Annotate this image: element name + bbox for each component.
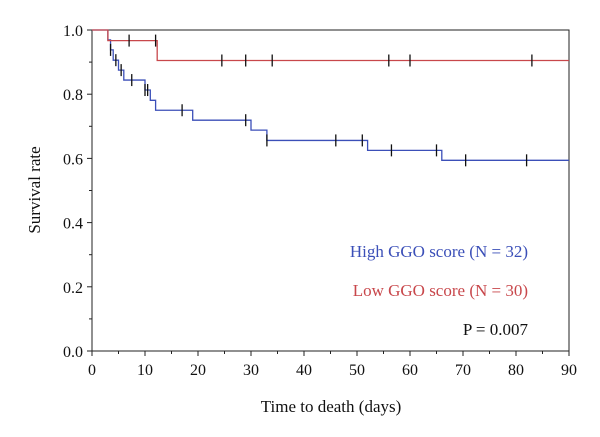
p-value-annotation: P = 0.007 bbox=[463, 320, 529, 339]
y-tick-label: 0.4 bbox=[63, 216, 83, 233]
x-tick-label: 40 bbox=[296, 362, 312, 379]
y-axis-label: Survival rate bbox=[25, 146, 44, 233]
x-tick-label: 10 bbox=[137, 362, 153, 379]
x-axis-label: Time to death (days) bbox=[261, 397, 402, 416]
x-tick-label: 0 bbox=[88, 362, 96, 379]
series-line-high-ggo bbox=[92, 29, 569, 161]
legend-low-ggo: Low GGO score (N = 30) bbox=[353, 281, 528, 300]
y-tick-label: 0.2 bbox=[63, 280, 83, 297]
series-layer bbox=[92, 29, 569, 161]
x-tick-label: 30 bbox=[243, 362, 259, 379]
y-tick-label: 0.8 bbox=[63, 87, 83, 104]
y-tick-label: 1.0 bbox=[63, 23, 83, 40]
series-line-low-ggo bbox=[92, 29, 569, 62]
x-tick-label: 20 bbox=[190, 362, 206, 379]
y-tick-label: 0.0 bbox=[63, 344, 83, 361]
censor-marks bbox=[109, 34, 533, 167]
x-tick-label: 70 bbox=[455, 362, 471, 379]
plot-frame bbox=[91, 29, 570, 352]
legend-high-ggo: High GGO score (N = 32) bbox=[350, 242, 528, 261]
x-tick-label: 80 bbox=[508, 362, 524, 379]
y-tick-label: 0.6 bbox=[63, 151, 83, 168]
x-tick-label: 90 bbox=[561, 362, 577, 379]
legend: High GGO score (N = 32) Low GGO score (N… bbox=[350, 242, 529, 339]
x-tick-label: 60 bbox=[402, 362, 418, 379]
x-tick-label: 50 bbox=[349, 362, 365, 379]
axes: 0 10 20 30 40 50 60 70 80 90 0.0 0.2 0.4 0.6 0.8 1.0 bbox=[63, 23, 577, 379]
